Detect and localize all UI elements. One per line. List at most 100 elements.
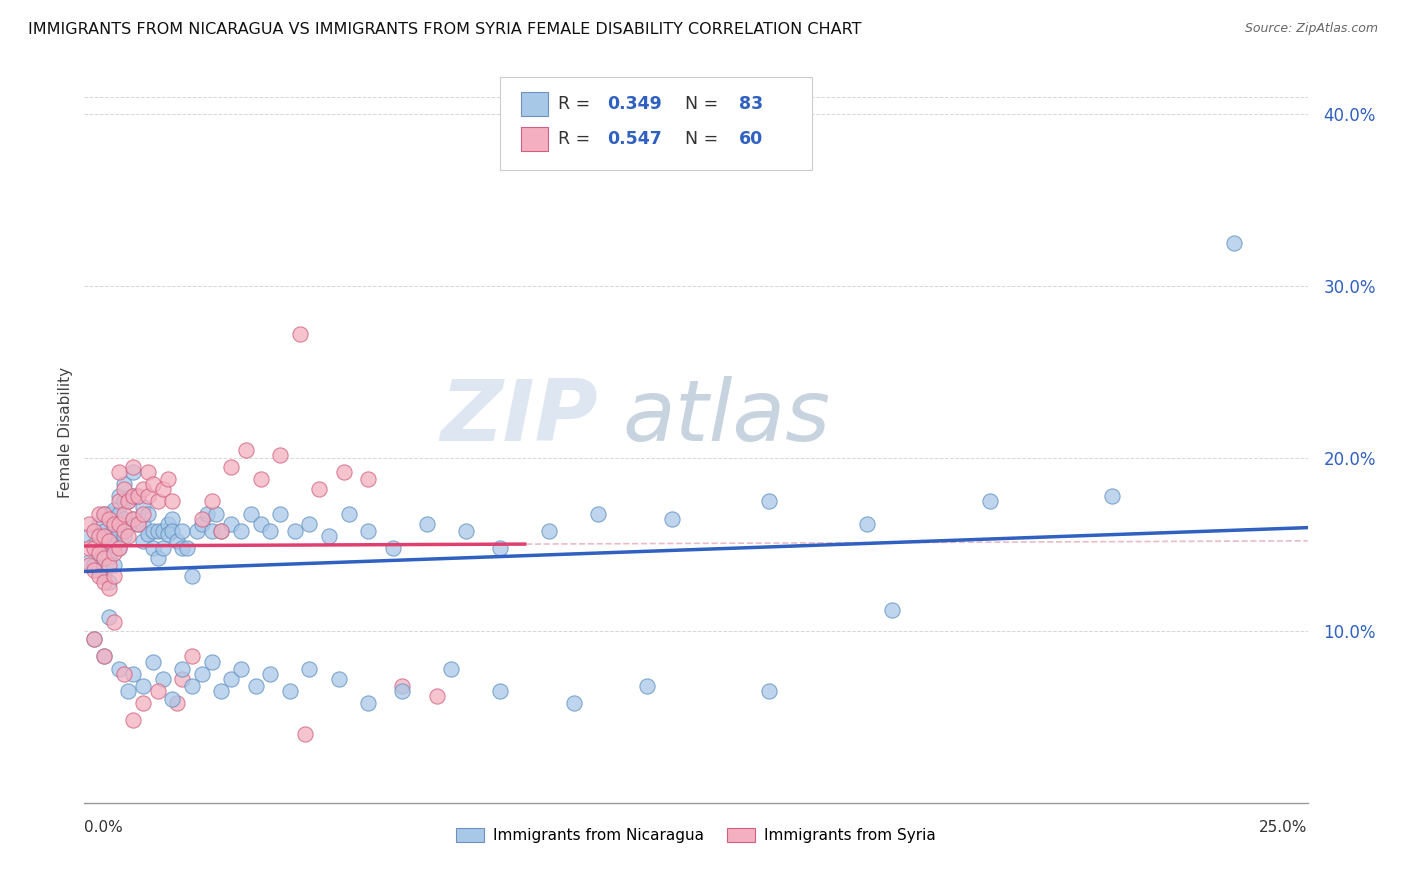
- Point: [103, 520, 125, 534]
- Point: [77, 516, 100, 531]
- Point: [239, 507, 262, 521]
- Point: [87, 529, 110, 543]
- Point: [298, 661, 321, 675]
- Point: [219, 516, 242, 531]
- Point: [103, 558, 125, 573]
- Point: [200, 494, 222, 508]
- Point: [103, 537, 125, 551]
- Point: [122, 460, 145, 475]
- Point: [93, 507, 115, 521]
- Point: [269, 507, 291, 521]
- Point: [103, 568, 125, 582]
- Point: [132, 483, 155, 497]
- Point: [112, 512, 135, 526]
- Point: [127, 516, 149, 531]
- Point: [132, 507, 155, 521]
- Point: [146, 524, 169, 538]
- Point: [357, 696, 380, 710]
- Point: [758, 684, 780, 698]
- Point: [186, 524, 208, 538]
- Point: [107, 516, 129, 531]
- Point: [117, 529, 139, 543]
- Point: [181, 649, 204, 664]
- Point: [259, 666, 281, 681]
- Point: [112, 666, 135, 681]
- Point: [87, 507, 110, 521]
- Point: [235, 442, 257, 457]
- Point: [93, 524, 115, 538]
- Point: [308, 483, 330, 497]
- Point: [856, 516, 879, 531]
- Point: [661, 512, 683, 526]
- Point: [249, 516, 271, 531]
- Point: [166, 534, 188, 549]
- Text: 25.0%: 25.0%: [1260, 821, 1308, 836]
- Point: [132, 500, 155, 514]
- Legend: Immigrants from Nicaragua, Immigrants from Syria: Immigrants from Nicaragua, Immigrants fr…: [449, 820, 943, 851]
- Point: [440, 661, 463, 675]
- Point: [93, 568, 115, 582]
- Point: [156, 472, 179, 486]
- Point: [181, 679, 204, 693]
- Point: [77, 529, 100, 543]
- Point: [454, 524, 477, 538]
- Point: [152, 672, 174, 686]
- Text: 60: 60: [738, 130, 763, 148]
- Point: [152, 524, 174, 538]
- Point: [156, 527, 179, 541]
- Point: [132, 534, 155, 549]
- Point: [142, 477, 165, 491]
- Point: [209, 524, 232, 538]
- Point: [107, 489, 129, 503]
- Point: [112, 507, 135, 521]
- Point: [97, 534, 120, 549]
- Point: [166, 696, 188, 710]
- Point: [337, 507, 360, 521]
- Point: [97, 551, 120, 566]
- Point: [284, 524, 307, 538]
- Point: [77, 555, 100, 569]
- Point: [87, 563, 110, 577]
- Text: N =: N =: [673, 95, 724, 113]
- Point: [117, 494, 139, 508]
- Point: [83, 563, 105, 577]
- Text: IMMIGRANTS FROM NICARAGUA VS IMMIGRANTS FROM SYRIA FEMALE DISABILITY CORRELATION: IMMIGRANTS FROM NICARAGUA VS IMMIGRANTS …: [28, 22, 862, 37]
- Point: [107, 661, 129, 675]
- Point: [426, 689, 449, 703]
- Point: [97, 558, 120, 573]
- Point: [209, 684, 232, 698]
- Point: [93, 551, 115, 566]
- Point: [122, 666, 145, 681]
- Point: [172, 672, 194, 686]
- Point: [357, 472, 380, 486]
- Text: R =: R =: [558, 130, 596, 148]
- Point: [83, 537, 105, 551]
- Point: [87, 541, 110, 555]
- FancyBboxPatch shape: [501, 78, 813, 169]
- Point: [112, 477, 135, 491]
- Point: [489, 684, 512, 698]
- Point: [142, 541, 165, 555]
- Point: [332, 465, 354, 479]
- Point: [636, 679, 658, 693]
- Point: [1223, 236, 1246, 251]
- Point: [219, 460, 242, 475]
- Point: [318, 529, 340, 543]
- Point: [87, 546, 110, 560]
- Point: [107, 494, 129, 508]
- Point: [205, 507, 228, 521]
- Text: R =: R =: [558, 95, 596, 113]
- Point: [294, 727, 316, 741]
- Text: N =: N =: [673, 130, 724, 148]
- Point: [97, 575, 120, 590]
- Point: [191, 512, 214, 526]
- Point: [209, 524, 232, 538]
- Point: [122, 465, 145, 479]
- Point: [97, 507, 120, 521]
- Point: [245, 679, 267, 693]
- Point: [132, 516, 155, 531]
- Point: [83, 524, 105, 538]
- Point: [117, 520, 139, 534]
- Point: [103, 516, 125, 531]
- Point: [97, 529, 120, 543]
